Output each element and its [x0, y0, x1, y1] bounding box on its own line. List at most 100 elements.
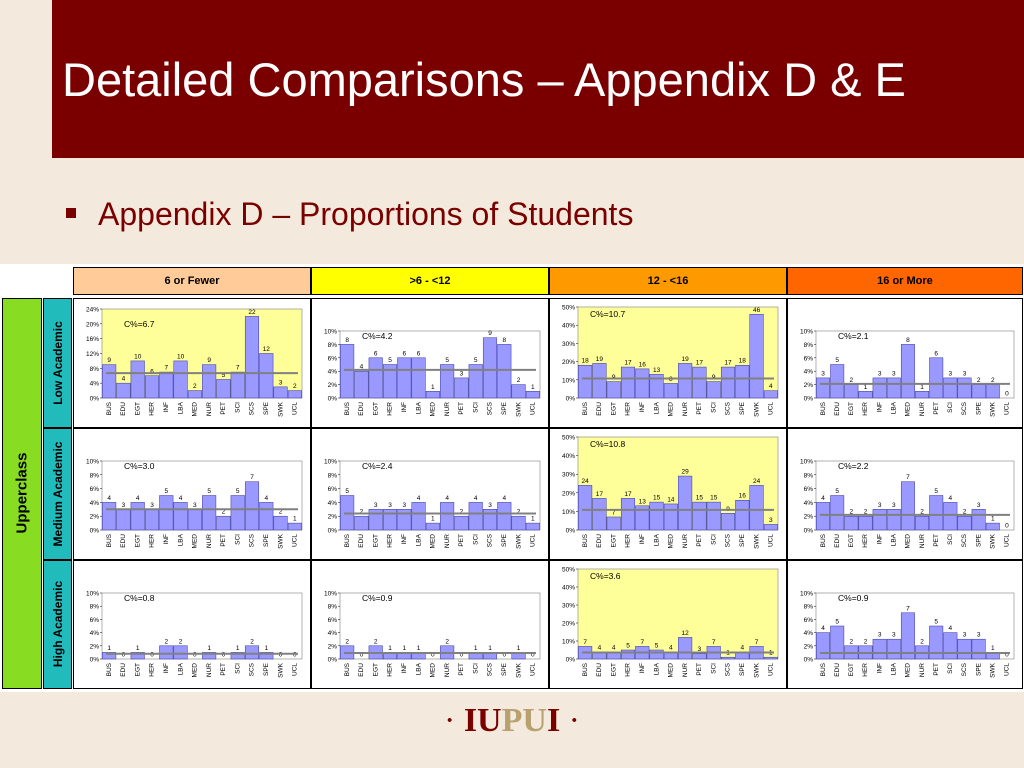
- column-header-16-or-more: 16 or More: [787, 267, 1023, 295]
- data-label: 17: [724, 360, 732, 367]
- data-label: 5: [222, 372, 226, 379]
- bar-inf: [872, 377, 887, 399]
- bar-lba: [649, 374, 664, 399]
- data-label: 3: [150, 502, 154, 509]
- x-tick-label: HER: [862, 663, 869, 677]
- bar-nur: [202, 364, 217, 399]
- data-label: 2: [864, 509, 868, 516]
- mean-annotation: C%=3.0: [124, 461, 155, 471]
- x-tick-label: NUR: [444, 402, 451, 416]
- x-tick-label: SPE: [739, 401, 746, 415]
- y-tick-label: 8%: [804, 472, 814, 479]
- x-tick-label: SCI: [472, 402, 479, 413]
- x-tick-label: HER: [862, 402, 869, 416]
- bar-nur: [915, 391, 930, 399]
- data-label: 2: [850, 377, 854, 384]
- bar-egt: [130, 360, 145, 399]
- bar-scs: [720, 366, 736, 399]
- x-tick-label: SCS: [249, 533, 256, 547]
- x-tick-label: SCS: [725, 401, 732, 415]
- bar-scs: [720, 656, 736, 660]
- y-tick-label: 20%: [562, 621, 575, 628]
- bar-egt: [368, 509, 383, 531]
- data-label: 0: [431, 652, 435, 659]
- x-tick-label: SCI: [710, 534, 717, 545]
- data-label: 5: [934, 619, 938, 626]
- x-tick-label: EDU: [120, 663, 127, 677]
- x-tick-label: EDU: [358, 534, 365, 548]
- chart-cell-medium-academic-6-or-fewer: 0% 2% 4% 6% 8% 10% 4 BUS 3 EDU 4 EGT 3 HER 5 INF 4 LBA 3 ME…: [73, 428, 311, 560]
- x-tick-label: EGT: [372, 663, 379, 676]
- data-label: 9: [488, 330, 492, 337]
- bar-chart: 0% 2% 4% 6% 8% 10% 5 BUS 2 EDU 3 EGT 3 HER 3 INF 4 LBA 1 ME…: [324, 459, 541, 549]
- data-label: 5: [934, 488, 938, 495]
- y-tick-label: 20%: [562, 490, 575, 497]
- data-label: 17: [624, 360, 632, 367]
- title-band: [52, 0, 1024, 158]
- bar-scs: [957, 377, 972, 399]
- x-tick-label: UCL: [530, 402, 537, 415]
- data-label: 5: [345, 488, 349, 495]
- bar-scs: [482, 337, 498, 399]
- x-tick-label: EGT: [134, 534, 141, 547]
- bar-spe: [259, 652, 274, 660]
- bar-chart: 0% 2% 4% 6% 8% 10% 2 BUS 0 EDU 2 EGT 1 HER 1 INF 1 LBA 0 ME…: [324, 591, 541, 678]
- bar-her: [620, 366, 636, 399]
- plot-area: [101, 592, 303, 660]
- x-tick-label: SPE: [263, 401, 270, 415]
- data-label: 2: [517, 377, 521, 384]
- data-label: 5: [388, 357, 392, 364]
- x-tick-label: INF: [163, 534, 170, 545]
- x-tick-label: UCL: [292, 534, 299, 547]
- data-label: 15: [696, 495, 704, 502]
- y-tick-label: 10%: [800, 459, 813, 466]
- bar-chart: 0% 4% 8% 12% 16% 20% 24% 9 BUS 4 EDU 10 EGT 6 HER 7 INF 1…: [86, 307, 303, 417]
- bar-edu: [830, 625, 845, 660]
- x-tick-label: BUS: [820, 533, 827, 547]
- data-label: 2: [279, 509, 283, 516]
- data-label: 12: [263, 346, 271, 353]
- x-tick-label: INF: [639, 402, 646, 413]
- x-tick-label: EGT: [848, 402, 855, 415]
- x-tick-label: SWK: [753, 401, 760, 416]
- x-tick-label: LBA: [653, 401, 660, 414]
- x-tick-label: PET: [458, 534, 465, 547]
- y-tick-label: 8%: [804, 604, 814, 611]
- x-tick-label: HER: [387, 402, 394, 416]
- x-tick-label: SCS: [249, 662, 256, 676]
- chart-cell-medium-academic-12-16: 0% 10% 20% 30% 40% 50% 24 BUS 17 EDU 7 EGT 17 HER 13 IN…: [549, 428, 787, 560]
- mean-annotation: C%=6.7: [124, 319, 155, 329]
- data-label: 29: [682, 469, 690, 476]
- bar-scs: [244, 481, 260, 531]
- data-label: 3: [388, 502, 392, 509]
- bar-spe: [259, 502, 274, 531]
- x-tick-label: HER: [387, 534, 394, 548]
- bar-edu: [592, 363, 607, 399]
- y-tick-label: 8%: [90, 366, 100, 373]
- x-tick-label: SPE: [501, 401, 508, 415]
- data-label: 16: [739, 493, 747, 500]
- y-tick-label: 0%: [90, 396, 100, 403]
- y-tick-label: 10%: [86, 591, 99, 598]
- data-label: 4: [360, 364, 364, 371]
- data-label: 4: [949, 625, 953, 632]
- data-label: 2: [460, 509, 464, 516]
- data-label: 0: [122, 652, 126, 659]
- data-label: 2: [864, 638, 868, 645]
- data-label: 1: [264, 645, 268, 652]
- bar-nur: [202, 652, 217, 660]
- mean-annotation: C%=4.2: [362, 331, 393, 341]
- logo-dot-left: ·: [443, 702, 456, 739]
- x-tick-label: NUR: [919, 402, 926, 416]
- data-label: 17: [596, 491, 604, 498]
- y-tick-label: 0%: [566, 396, 576, 403]
- bar-spe: [971, 384, 986, 399]
- data-label: 2: [193, 383, 197, 390]
- bar-chart: 0% 2% 4% 6% 8% 10% 4 BUS 3 EDU 4 EGT 3 HER 5 INF 4 LBA 3 ME…: [86, 459, 303, 549]
- bar-swk: [985, 384, 1000, 399]
- y-tick-label: 6%: [90, 617, 100, 624]
- x-tick-label: SCI: [710, 402, 717, 413]
- bar-spe: [259, 353, 274, 399]
- bar-sci: [943, 377, 958, 399]
- x-tick-label: EDU: [120, 402, 127, 416]
